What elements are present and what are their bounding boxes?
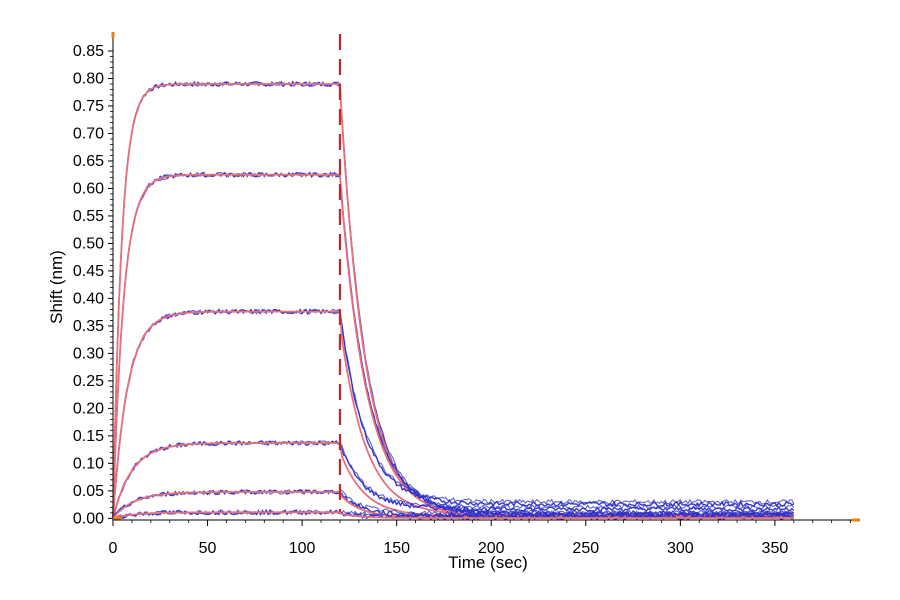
- y-tick-label: 0.60: [73, 180, 104, 197]
- y-tick-label: 0.80: [73, 70, 104, 87]
- fit-curve-6: [112, 511, 794, 520]
- measured-trace-3-1: [112, 308, 795, 518]
- y-tick-label: 0.10: [73, 455, 104, 472]
- y-tick-label: 0.20: [73, 400, 104, 417]
- x-axis-title: Time (sec): [448, 553, 528, 572]
- measured-trace-1-2: [112, 80, 795, 520]
- y-tick-label: 0.55: [73, 208, 104, 225]
- y-tick-label: 0.15: [73, 428, 104, 445]
- x-tick-label: 200: [478, 540, 505, 557]
- y-tick-label: 0.25: [73, 373, 104, 390]
- measured-trace-2-2: [112, 171, 795, 520]
- y-tick-label: 0.75: [73, 98, 104, 115]
- y-axis-title: Shift (nm): [47, 250, 66, 324]
- ticks-layer: 0.00 0.05 0.10 0.15 0.20 0.25 0.30 0.35 0.40 0.45…: [73, 43, 851, 557]
- y-tick-label: 0.70: [73, 125, 104, 142]
- measured-trace-3-2: [112, 308, 795, 520]
- x-tick-label: 300: [667, 540, 694, 557]
- y-tick-label: 0.00: [73, 510, 104, 527]
- y-tick-label: 0.65: [73, 153, 104, 170]
- y-tick-label: 0.85: [73, 43, 104, 60]
- measured-trace-1-1: [112, 80, 795, 519]
- x-tick-label: 0: [109, 540, 118, 557]
- x-tick-label: 350: [762, 540, 789, 557]
- fit-curve-1: [112, 83, 794, 519]
- x-tick-label: 100: [289, 540, 316, 557]
- x-tick-label: 250: [572, 540, 599, 557]
- y-tick-label: 0.05: [73, 483, 104, 500]
- series-layer: [112, 80, 795, 521]
- fit-curve-3: [112, 310, 794, 519]
- measured-trace-4-2: [112, 440, 795, 520]
- y-tick-label: 0.50: [73, 235, 104, 252]
- fit-curve-2: [112, 173, 794, 519]
- measured-trace-2-1: [112, 171, 795, 519]
- x-tick-label: 150: [383, 540, 410, 557]
- x-tick-label: 50: [199, 540, 217, 557]
- axes-layer: [111, 32, 860, 522]
- y-tick-label: 0.45: [73, 263, 104, 280]
- y-tick-label: 0.35: [73, 318, 104, 335]
- y-tick-label: 0.40: [73, 290, 104, 307]
- y-tick-label: 0.30: [73, 345, 104, 362]
- measured-trace-6-2: [112, 508, 795, 520]
